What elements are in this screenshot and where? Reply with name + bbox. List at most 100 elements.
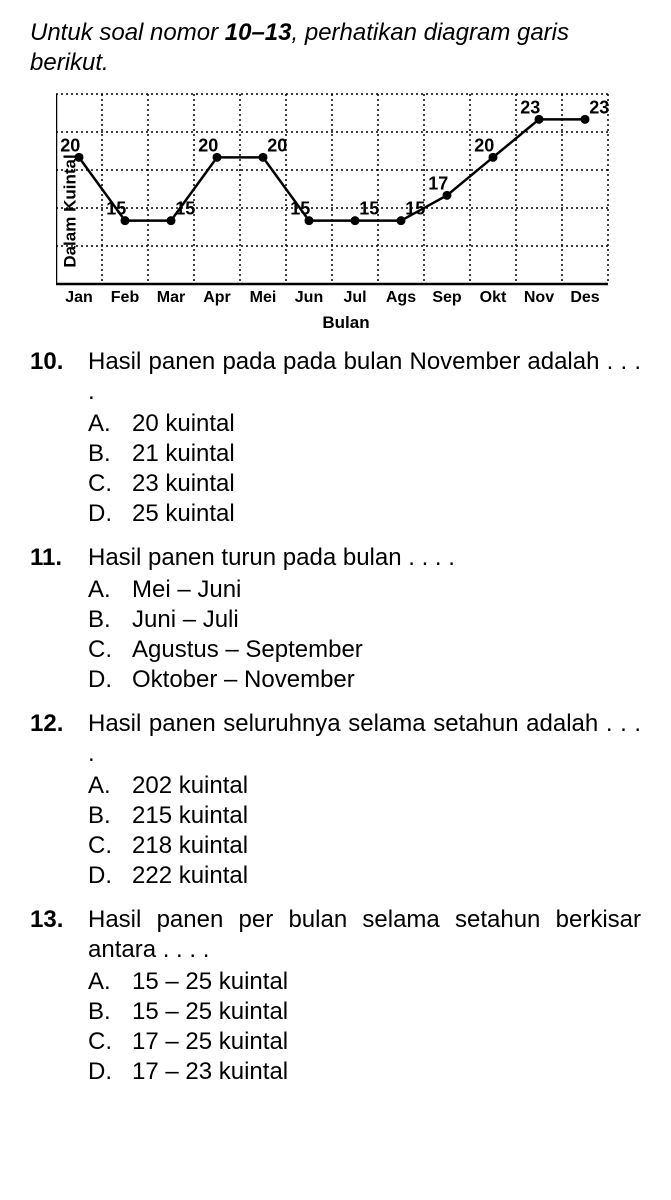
option-text: 222 kuintal bbox=[132, 861, 248, 891]
svg-text:Jan: Jan bbox=[65, 289, 93, 306]
option-letter: C. bbox=[88, 831, 114, 861]
option-text: Agustus – September bbox=[132, 635, 363, 665]
option-letter: A. bbox=[88, 967, 114, 997]
question-body: Hasil panen pada pada bulan November ada… bbox=[88, 347, 641, 529]
option-text: 15 – 25 kuintal bbox=[132, 997, 288, 1027]
chart-plot-area: 201515202015151517202323JanFebMarAprMeiJ… bbox=[56, 88, 636, 311]
svg-text:Mar: Mar bbox=[157, 289, 185, 306]
question-stem: Hasil panen seluruhnya selama setahun ad… bbox=[88, 709, 641, 769]
chart-ylabel: Dalam Kuintal bbox=[61, 154, 81, 267]
question-stem: Hasil panen pada pada bulan November ada… bbox=[88, 347, 641, 407]
option: C. Agustus – September bbox=[88, 635, 641, 665]
svg-text:15: 15 bbox=[290, 199, 310, 219]
svg-text:20: 20 bbox=[267, 135, 287, 155]
svg-text:Mei: Mei bbox=[250, 289, 277, 306]
option-text: 17 – 25 kuintal bbox=[132, 1027, 288, 1057]
option: D. 25 kuintal bbox=[88, 499, 641, 529]
option-letter: C. bbox=[88, 469, 114, 499]
svg-text:17: 17 bbox=[428, 173, 448, 193]
option: C. 17 – 25 kuintal bbox=[88, 1027, 641, 1057]
option-letter: A. bbox=[88, 409, 114, 439]
question: 10. Hasil panen pada pada bulan November … bbox=[30, 347, 641, 529]
svg-text:Feb: Feb bbox=[111, 289, 140, 306]
question-number: 10. bbox=[30, 347, 74, 529]
option: A. 15 – 25 kuintal bbox=[88, 967, 641, 997]
svg-text:Des: Des bbox=[570, 289, 599, 306]
svg-text:Sep: Sep bbox=[432, 289, 462, 306]
option: B. 215 kuintal bbox=[88, 801, 641, 831]
question-number: 12. bbox=[30, 709, 74, 891]
svg-text:20: 20 bbox=[60, 135, 80, 155]
chart-xlabel: Bulan bbox=[56, 313, 636, 333]
instruction-range: 10–13 bbox=[225, 19, 292, 46]
question: 12. Hasil panen seluruhnya selama setahun… bbox=[30, 709, 641, 891]
svg-text:Okt: Okt bbox=[480, 289, 507, 306]
option-letter: C. bbox=[88, 635, 114, 665]
option: C. 23 kuintal bbox=[88, 469, 641, 499]
option: A. 20 kuintal bbox=[88, 409, 641, 439]
instruction-text: Untuk soal nomor 10–13, perhatikan diagr… bbox=[30, 18, 641, 78]
option-text: 21 kuintal bbox=[132, 439, 235, 469]
question-stem: Hasil panen per bulan selama setahun ber… bbox=[88, 905, 641, 965]
option-text: Oktober – November bbox=[132, 665, 355, 695]
option: A. 202 kuintal bbox=[88, 771, 641, 801]
svg-text:Apr: Apr bbox=[203, 289, 231, 306]
questions-container: 10. Hasil panen pada pada bulan November … bbox=[30, 347, 641, 1087]
option-text: Mei – Juni bbox=[132, 575, 241, 605]
option-letter: B. bbox=[88, 801, 114, 831]
option-text: 17 – 23 kuintal bbox=[132, 1057, 288, 1087]
question-number: 11. bbox=[30, 543, 74, 695]
question-number: 13. bbox=[30, 905, 74, 1087]
question-body: Hasil panen per bulan selama setahun ber… bbox=[88, 905, 641, 1087]
options-list: A. 15 – 25 kuintal B. 15 – 25 kuintal C. 17 –… bbox=[88, 967, 641, 1087]
svg-text:15: 15 bbox=[405, 199, 425, 219]
options-list: A. Mei – Juni B. Juni – Juli C. Agustus – Sep… bbox=[88, 575, 641, 695]
question: 11.Hasil panen turun pada bulan . . . .A… bbox=[30, 543, 641, 695]
option-letter: C. bbox=[88, 1027, 114, 1057]
svg-text:15: 15 bbox=[106, 199, 126, 219]
option: A. Mei – Juni bbox=[88, 575, 641, 605]
option-text: 23 kuintal bbox=[132, 469, 235, 499]
instruction-pre: Untuk soal nomor bbox=[30, 19, 225, 46]
option-letter: D. bbox=[88, 499, 114, 529]
question: 13. Hasil panen per bulan selama setahun … bbox=[30, 905, 641, 1087]
svg-text:Jun: Jun bbox=[295, 289, 323, 306]
option: C. 218 kuintal bbox=[88, 831, 641, 861]
option-letter: B. bbox=[88, 997, 114, 1027]
option: B. 15 – 25 kuintal bbox=[88, 997, 641, 1027]
svg-text:15: 15 bbox=[175, 199, 195, 219]
option-text: Juni – Juli bbox=[132, 605, 239, 635]
option-letter: B. bbox=[88, 605, 114, 635]
svg-text:Jul: Jul bbox=[343, 289, 366, 306]
option-text: 215 kuintal bbox=[132, 801, 248, 831]
svg-text:20: 20 bbox=[474, 135, 494, 155]
svg-text:23: 23 bbox=[520, 97, 540, 117]
option-text: 25 kuintal bbox=[132, 499, 235, 529]
option-text: 20 kuintal bbox=[132, 409, 235, 439]
option-letter: B. bbox=[88, 439, 114, 469]
option-letter: A. bbox=[88, 575, 114, 605]
svg-text:Ags: Ags bbox=[386, 289, 416, 306]
option: D. 222 kuintal bbox=[88, 861, 641, 891]
svg-text:20: 20 bbox=[198, 135, 218, 155]
options-list: A.202 kuintalB.215 kuintalC.218 kuintalD… bbox=[88, 771, 641, 891]
option-letter: D. bbox=[88, 1057, 114, 1087]
chart-svg: 201515202015151517202323JanFebMarAprMeiJ… bbox=[56, 88, 610, 306]
option: D. 17 – 23 kuintal bbox=[88, 1057, 641, 1087]
option-letter: D. bbox=[88, 861, 114, 891]
option-text: 218 kuintal bbox=[132, 831, 248, 861]
option: D. Oktober – November bbox=[88, 665, 641, 695]
option-letter: A. bbox=[88, 771, 114, 801]
svg-text:15: 15 bbox=[359, 199, 379, 219]
option-text: 15 – 25 kuintal bbox=[132, 967, 288, 997]
option: B. Juni – Juli bbox=[88, 605, 641, 635]
question-body: Hasil panen seluruhnya selama setahun ad… bbox=[88, 709, 641, 891]
question-stem: Hasil panen turun pada bulan . . . . bbox=[88, 543, 641, 573]
option-text: 202 kuintal bbox=[132, 771, 248, 801]
question-body: Hasil panen turun pada bulan . . . .A. Me… bbox=[88, 543, 641, 695]
option: B. 21 kuintal bbox=[88, 439, 641, 469]
line-chart: Dalam Kuintal 201515202015151517202323Ja… bbox=[46, 88, 636, 333]
svg-text:23: 23 bbox=[589, 97, 609, 117]
option-letter: D. bbox=[88, 665, 114, 695]
options-list: A. 20 kuintal B. 21 kuintal C. 23 kuintal D. 25… bbox=[88, 409, 641, 529]
